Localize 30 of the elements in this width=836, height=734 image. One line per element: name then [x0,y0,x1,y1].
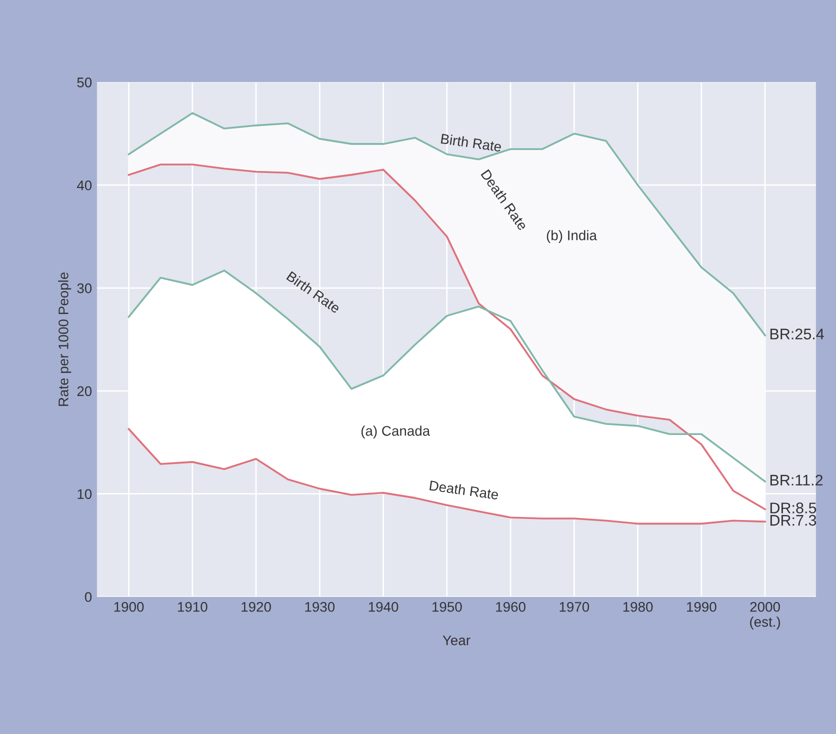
data-label: BR:25.4 [770,328,824,340]
data-label: DR:8.5 [770,502,816,514]
x-tick-label: 1920 [242,602,271,612]
x-tick-label: 1960 [496,602,526,612]
y-tick-label: 0 [84,592,92,602]
x-tick-label: 1940 [368,602,398,612]
y-tick-label: 10 [78,489,92,500]
x-tick-label: 1930 [305,602,335,612]
x-tick-label: 1910 [178,602,208,612]
annotation: Birth Rate [286,270,342,314]
y-tick-label: 30 [77,283,92,294]
annotation: (b) India [546,230,597,244]
annotation: Birth Rate [440,133,502,152]
x-tick-label: 1990 [687,602,716,612]
y-axis-title: Rate per 1000 People [58,272,72,406]
line-series [128,270,766,482]
x-tick-label: 1980 [623,602,653,612]
line-series [128,112,766,336]
y-tick-label: 20 [77,386,92,396]
x-axis-title: Year [442,636,470,646]
annotation: (a) Canada [361,426,430,439]
data-label: DR:7.3 [770,514,816,526]
data-label: BR:11.2 [770,474,823,486]
x-tick-label: 1900 [114,602,144,612]
x-tick-label: 1970 [560,602,590,612]
x-tick-label: 1950 [432,602,462,612]
x-tick-label: 2000 (est.) [750,602,780,630]
y-tick-label: 40 [76,180,92,190]
annotation: Death Rate [429,480,499,500]
y-tick-label: 50 [77,78,92,88]
